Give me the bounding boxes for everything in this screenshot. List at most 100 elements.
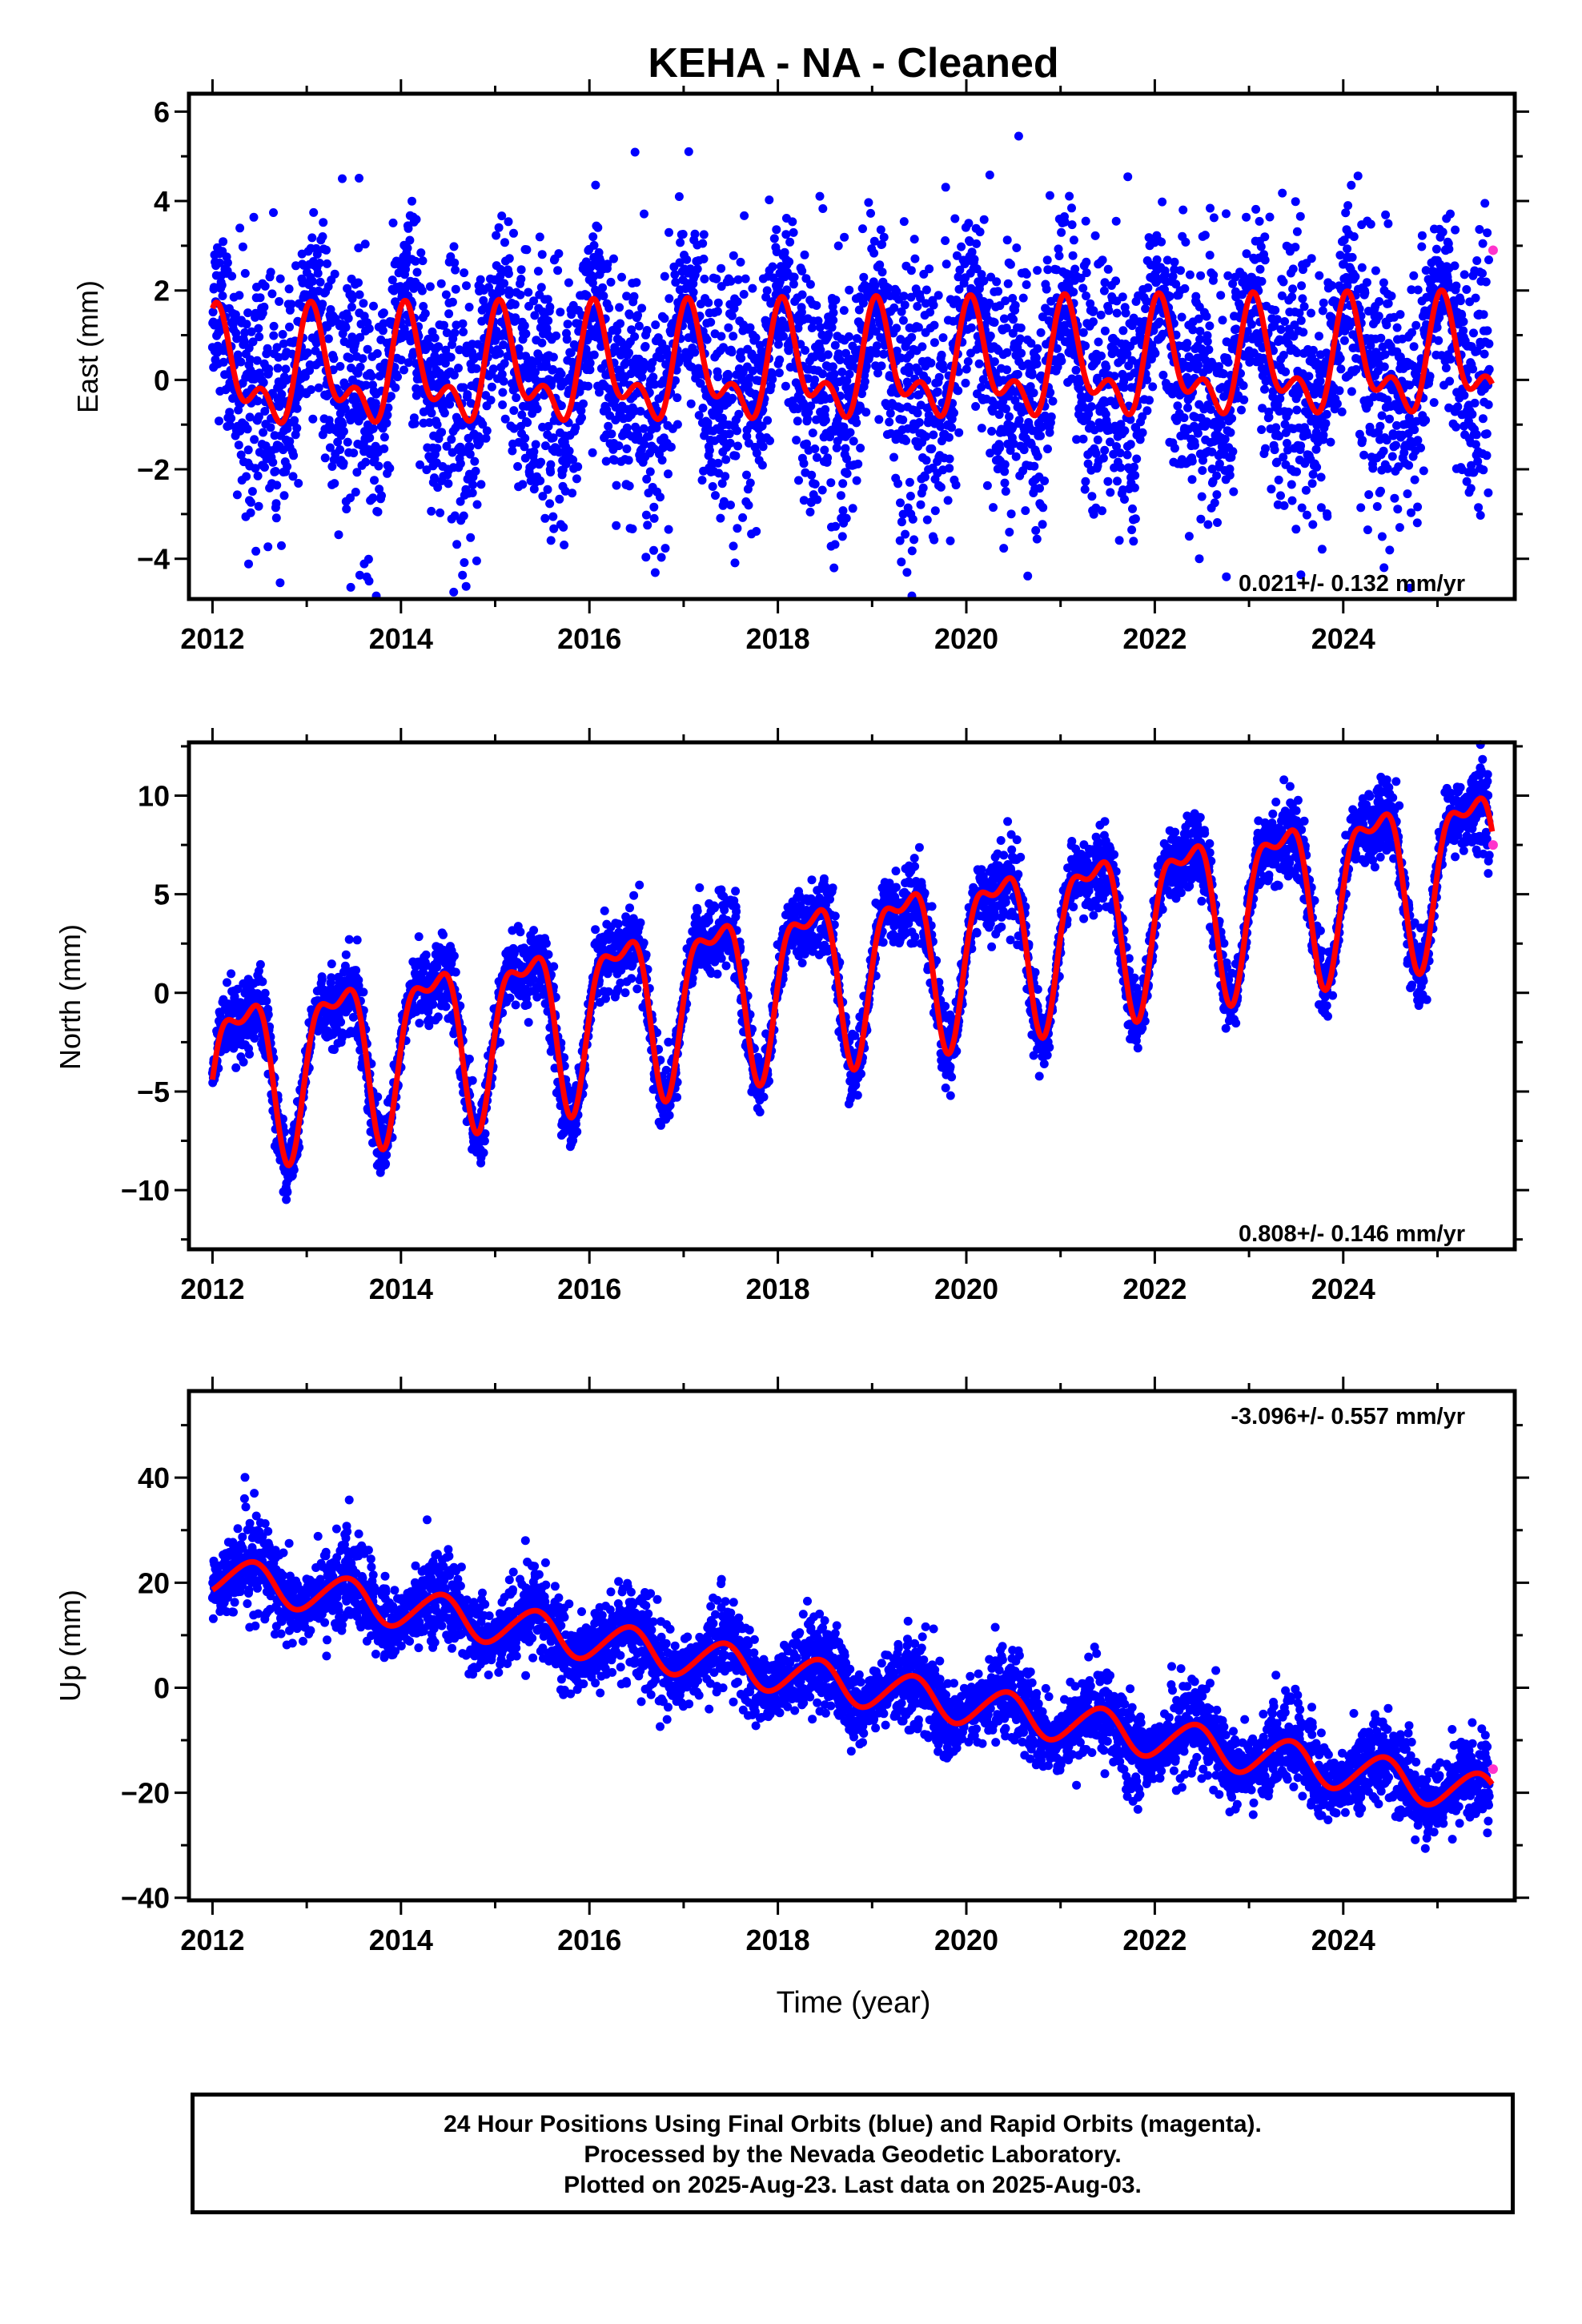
- east-final-point: [427, 408, 436, 418]
- east-final-point: [1387, 292, 1396, 301]
- east-final-point: [877, 361, 886, 371]
- east-final-point: [271, 513, 281, 523]
- east-final-point: [1260, 255, 1270, 265]
- east-final-point: [799, 459, 809, 468]
- east-final-point: [1080, 485, 1090, 494]
- east-final-point: [546, 468, 556, 476]
- east-final-point: [657, 456, 667, 465]
- east-final-point: [242, 320, 251, 329]
- east-final-point: [794, 476, 803, 485]
- east-final-point: [1438, 227, 1447, 237]
- east-final-point: [347, 302, 356, 312]
- east-final-point: [271, 499, 281, 509]
- east-final-point: [417, 286, 427, 296]
- east-final-point: [254, 412, 263, 421]
- east-final-point: [780, 247, 789, 257]
- east-final-point: [977, 383, 986, 392]
- east-final-point: [896, 498, 905, 508]
- east-final-point: [1453, 402, 1463, 412]
- east-final-point: [325, 443, 335, 452]
- east-final-point: [254, 501, 263, 511]
- east-final-point: [1377, 411, 1387, 420]
- east-final-point: [1157, 237, 1166, 247]
- east-final-point: [368, 424, 378, 433]
- east-final-point: [733, 441, 742, 451]
- east-final-point: [1357, 263, 1367, 272]
- east-final-point: [1098, 453, 1108, 463]
- east-final-point: [1173, 401, 1182, 411]
- east-final-point: [1098, 255, 1107, 265]
- east-final-point: [858, 224, 867, 234]
- east-final-point: [1326, 437, 1335, 447]
- east-final-point: [1093, 435, 1102, 444]
- east-final-point: [568, 489, 577, 498]
- east-final-point: [810, 444, 820, 453]
- east-final-point: [810, 480, 820, 489]
- east-final-point: [1148, 382, 1158, 392]
- east-final-point: [1255, 264, 1265, 274]
- east-final-point: [1002, 235, 1012, 245]
- east-final-point: [451, 265, 460, 275]
- east-final-point: [552, 331, 561, 340]
- east-final-point: [829, 369, 839, 379]
- east-final-point: [267, 289, 277, 299]
- east-final-point: [236, 450, 246, 460]
- east-final-point: [1002, 365, 1012, 375]
- east-final-point: [219, 237, 228, 247]
- east-final-point: [322, 245, 331, 255]
- east-final-point: [905, 477, 914, 487]
- east-final-point: [1218, 316, 1227, 325]
- east-final-point: [499, 376, 508, 386]
- east-final-point: [859, 272, 869, 282]
- east-final-point: [614, 441, 624, 451]
- east-final-point: [1271, 305, 1280, 315]
- east-final-point: [444, 479, 453, 489]
- east-final-point: [500, 279, 509, 288]
- east-final-point: [897, 557, 906, 567]
- east-final-point: [520, 321, 529, 331]
- east-final-point: [1296, 316, 1306, 325]
- east-final-point: [318, 232, 327, 241]
- east-final-point: [649, 545, 658, 555]
- east-final-point: [355, 570, 364, 580]
- east-final-point: [468, 480, 478, 489]
- east-final-point: [985, 171, 994, 179]
- north-final-point: [245, 1049, 254, 1059]
- east-final-point: [733, 524, 742, 533]
- east-final-point: [616, 319, 625, 328]
- east-final-point: [430, 333, 440, 343]
- east-final-point: [762, 286, 772, 296]
- east-final-point: [1150, 348, 1160, 358]
- east-final-point: [329, 354, 339, 364]
- east-final-point: [1257, 276, 1267, 286]
- east-final-point: [573, 462, 583, 472]
- east-final-point: [1205, 321, 1215, 331]
- east-final-point: [1069, 235, 1078, 245]
- east-final-point: [982, 480, 992, 490]
- east-final-point: [1468, 364, 1478, 374]
- east-final-point: [729, 541, 738, 551]
- east-final-point: [907, 546, 917, 556]
- east-final-point: [247, 327, 256, 336]
- east-final-point: [950, 214, 960, 223]
- east-final-point: [1033, 266, 1042, 275]
- east-y-tick-label: −2: [137, 453, 170, 486]
- east-final-point: [729, 251, 738, 260]
- east-final-point: [459, 328, 468, 336]
- east-final-point: [840, 232, 849, 242]
- east-final-point: [734, 409, 744, 419]
- east-final-point: [818, 369, 827, 379]
- east-final-point: [934, 291, 943, 300]
- east-final-point: [410, 419, 420, 428]
- east-final-point: [1318, 306, 1327, 316]
- east-final-point: [713, 307, 722, 316]
- east-final-point: [247, 487, 257, 497]
- east-final-point: [255, 332, 264, 342]
- east-final-point: [703, 418, 713, 428]
- east-final-point: [1097, 352, 1106, 360]
- east-final-point: [954, 386, 963, 396]
- east-final-point: [1239, 381, 1248, 390]
- east-final-point: [1111, 216, 1121, 226]
- east-final-point: [1479, 310, 1488, 320]
- east-final-point: [992, 277, 1002, 287]
